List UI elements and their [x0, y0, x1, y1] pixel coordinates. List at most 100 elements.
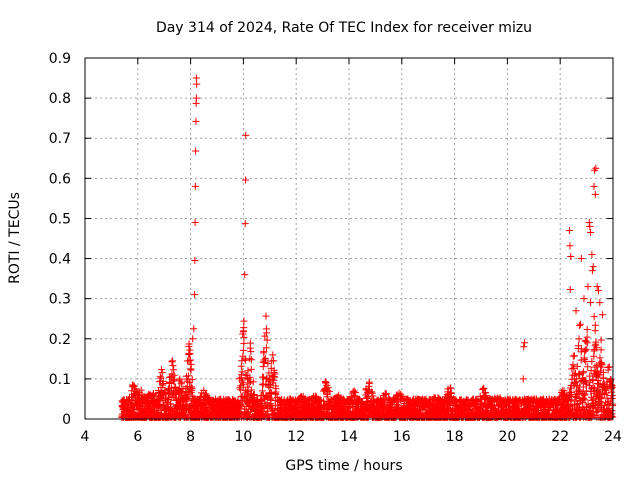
- y-tick-label: 0.6: [49, 171, 71, 187]
- x-axis-title: GPS time / hours: [285, 458, 402, 474]
- x-tick-label: 20: [498, 429, 516, 445]
- data-point: [185, 372, 193, 380]
- data-point: [159, 377, 167, 385]
- data-point: [240, 333, 248, 341]
- data-point: [238, 398, 246, 406]
- data-point: [239, 381, 247, 389]
- data-point: [129, 381, 137, 389]
- data-point: [188, 375, 196, 383]
- y-tick-label: 0.8: [49, 91, 71, 107]
- data-point: [261, 354, 269, 362]
- data-point: [168, 358, 176, 366]
- data-point: [178, 378, 186, 386]
- x-tick-label: 22: [551, 429, 569, 445]
- data-point: [158, 369, 166, 377]
- data-point: [229, 396, 237, 404]
- x-tick-label: 24: [604, 429, 622, 445]
- data-point: [183, 394, 191, 402]
- x-tick-label: 14: [340, 429, 358, 445]
- data-point: [263, 329, 271, 337]
- x-tick-label: 6: [133, 429, 142, 445]
- data-point: [260, 349, 268, 357]
- data-point: [187, 366, 195, 374]
- data-point: [250, 391, 258, 399]
- data-point: [170, 371, 178, 379]
- y-tick-label: 0.1: [49, 372, 71, 388]
- data-point: [240, 317, 248, 325]
- data-point: [243, 371, 251, 379]
- data-point: [158, 366, 166, 374]
- grid-layer: [85, 58, 613, 419]
- data-point: [240, 324, 248, 332]
- data-point: [177, 380, 185, 388]
- data-point: [170, 366, 178, 374]
- data-point: [238, 368, 246, 376]
- data-point: [240, 339, 248, 347]
- data-point: [259, 373, 267, 381]
- data-point: [246, 373, 254, 381]
- data-point: [364, 386, 372, 394]
- data-point: [234, 397, 242, 405]
- data-point: [246, 339, 254, 347]
- data-point: [188, 384, 196, 392]
- data-point: [184, 377, 192, 385]
- data-point: [182, 384, 190, 392]
- data-point: [242, 393, 250, 401]
- data-point: [262, 344, 270, 352]
- data-point: [186, 346, 194, 354]
- y-tick-label: 0.4: [49, 252, 71, 268]
- data-point: [325, 387, 333, 395]
- data-point: [272, 382, 280, 390]
- x-tick-label: 16: [393, 429, 411, 445]
- data-point: [286, 395, 294, 403]
- y-tick-label: 0.5: [49, 211, 71, 227]
- data-point: [164, 396, 172, 404]
- data-point: [247, 356, 255, 364]
- data-point: [243, 392, 251, 400]
- data-point: [382, 390, 390, 398]
- data-point: [324, 384, 332, 392]
- data-point: [186, 365, 194, 373]
- x-tick-label: 10: [234, 429, 252, 445]
- data-point: [169, 362, 177, 370]
- data-point: [245, 379, 253, 387]
- data-point: [350, 387, 358, 395]
- data-point: [259, 363, 267, 371]
- y-axis-title: ROTI / TECUs: [7, 192, 23, 284]
- data-point: [365, 379, 373, 387]
- data-point: [200, 386, 208, 394]
- data-point: [271, 373, 279, 381]
- data-point: [132, 388, 140, 396]
- x-tick-label: 18: [446, 429, 464, 445]
- data-point: [168, 357, 176, 365]
- data-point: [271, 389, 279, 397]
- y-tick-label: 0.3: [49, 292, 71, 308]
- data-point: [242, 356, 250, 364]
- data-point: [269, 351, 277, 359]
- data-point: [239, 346, 247, 354]
- x-tick-label: 12: [287, 429, 305, 445]
- data-point: [264, 360, 272, 368]
- data-point: [245, 401, 253, 409]
- data-point: [270, 366, 278, 374]
- data-point: [369, 392, 377, 400]
- data-point: [244, 367, 252, 375]
- data-point: [249, 378, 257, 386]
- chart-title: Day 314 of 2024, Rate Of TEC Index for r…: [156, 20, 532, 36]
- y-tick-label: 0.7: [49, 131, 71, 147]
- data-point: [258, 387, 266, 395]
- x-tick-label: 4: [81, 429, 90, 445]
- y-tick-label: 0.9: [49, 51, 71, 67]
- data-point: [270, 357, 278, 365]
- x-tick-label: 8: [186, 429, 195, 445]
- data-point: [247, 365, 255, 373]
- data-point: [246, 355, 254, 363]
- data-point: [261, 332, 269, 340]
- data-point: [263, 336, 271, 344]
- data-point: [137, 386, 145, 394]
- data-point: [247, 348, 255, 356]
- data-point: [368, 388, 376, 396]
- data-point: [262, 312, 270, 320]
- data-point: [264, 407, 272, 415]
